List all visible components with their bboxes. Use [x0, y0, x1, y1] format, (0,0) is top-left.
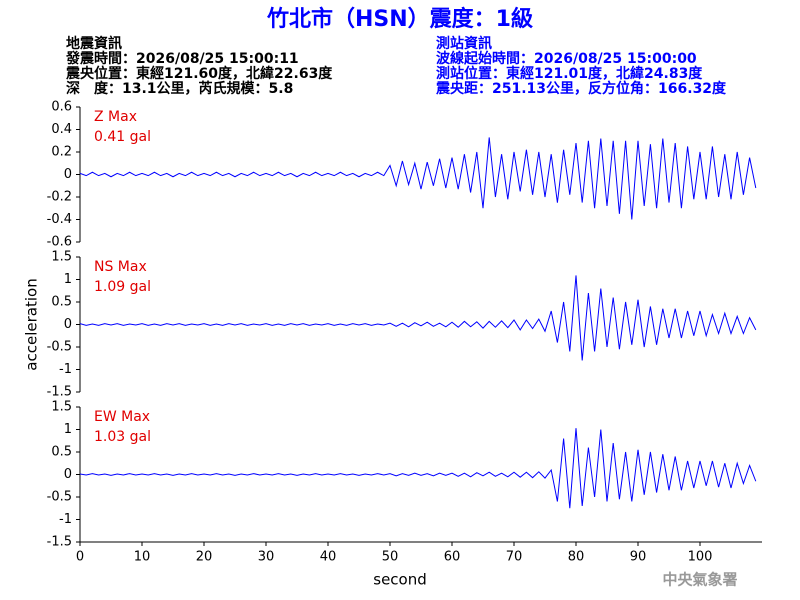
waveform — [79, 428, 757, 509]
annotation: Z Max — [94, 109, 137, 125]
footer: 中央氣象署 — [662, 571, 737, 589]
x-tick-label: 90 — [630, 550, 647, 565]
waveform — [79, 137, 757, 220]
x-axis-label: second — [373, 571, 427, 589]
x-tick-label: 50 — [382, 550, 399, 565]
x-tick-label: 70 — [506, 550, 523, 565]
annotation: NS Max — [94, 259, 147, 275]
y-tick-label: -0.5 — [47, 490, 72, 505]
x-tick-label: 60 — [444, 550, 461, 565]
y-tick-label: 0.5 — [51, 445, 72, 460]
y-tick-label: 0.4 — [51, 122, 72, 137]
info-line: 波線起始時間：2026/08/25 15:00:00 — [436, 50, 697, 67]
x-tick-label: 20 — [196, 550, 213, 565]
y-tick-label: 1 — [64, 422, 72, 437]
info-line: 發震時間：2026/08/25 15:00:11 — [65, 50, 299, 67]
info-line: 測站位置：東經121.01度，北緯24.83度 — [436, 65, 703, 82]
y-tick-label: 0 — [64, 467, 72, 482]
y-tick-label: -1 — [59, 512, 72, 527]
annotation: 1.09 gal — [94, 279, 151, 295]
x-tick-label: 30 — [258, 550, 275, 565]
y-tick-label: 0.6 — [51, 100, 72, 115]
y-tick-label: -0.2 — [47, 190, 72, 205]
y-tick-label: 1.5 — [51, 400, 72, 415]
y-tick-label: 0.2 — [51, 145, 72, 160]
x-tick-label: 100 — [688, 550, 713, 565]
annotation: EW Max — [94, 409, 150, 425]
y-tick-label: -1 — [59, 362, 72, 377]
waveform — [79, 275, 757, 361]
y-tick-label: 0 — [64, 167, 72, 182]
y-tick-label: 1 — [64, 272, 72, 287]
chart-title: 竹北市（HSN）震度：1級 — [266, 6, 533, 32]
x-tick-label: 40 — [320, 550, 337, 565]
y-tick-label: 0 — [64, 317, 72, 332]
info-line: 地震資訊 — [66, 35, 122, 52]
y-axis-label: acceleration — [23, 278, 41, 370]
x-tick-label: 0 — [76, 550, 84, 565]
info-line: 震央距：251.13公里，反方位角：166.32度 — [435, 80, 727, 97]
y-tick-label: -0.6 — [47, 235, 72, 250]
x-tick-label: 10 — [134, 550, 151, 565]
x-tick-label: 80 — [568, 550, 585, 565]
y-tick-label: -1.5 — [47, 385, 72, 400]
info-line: 震央位置：東經121.60度，北緯22.63度 — [65, 65, 333, 82]
y-tick-label: 1.5 — [51, 250, 72, 265]
annotation: 1.03 gal — [94, 429, 151, 445]
y-tick-label: -0.5 — [47, 340, 72, 355]
y-tick-label: -1.5 — [47, 535, 72, 550]
info-line: 深 度：13.1公里，芮氏規模：5.8 — [66, 80, 293, 97]
info-line: 測站資訊 — [436, 35, 492, 52]
y-tick-label: 0.5 — [51, 295, 72, 310]
y-tick-label: -0.4 — [47, 212, 72, 227]
annotation: 0.41 gal — [94, 129, 151, 145]
